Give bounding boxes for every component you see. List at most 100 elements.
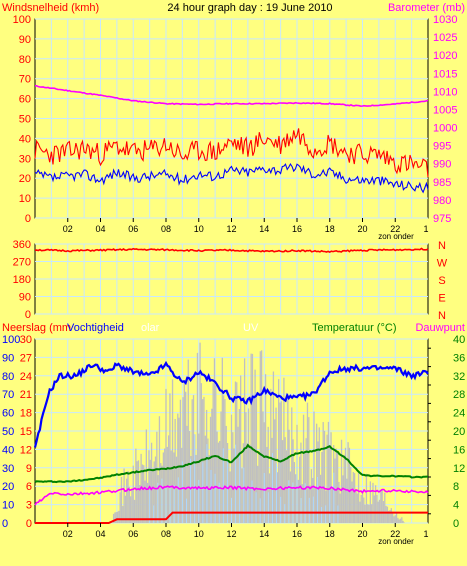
- hum-panel-xtick-label: 18: [325, 529, 335, 539]
- dewpoint-axis-title: Dauwpunt: [415, 322, 465, 334]
- temp-ytick-label: 40: [453, 334, 465, 346]
- hum-panel-sunset-label: zon onder: [378, 537, 414, 546]
- baro-ytick-label: 995: [433, 141, 451, 153]
- wind-speed-line: [34, 163, 429, 194]
- hum-panel-xtick-label: 10: [194, 529, 204, 539]
- rain-line: [35, 511, 428, 524]
- temp-ytick-label: 16: [453, 444, 465, 456]
- humidity-ytick-label: 90: [2, 352, 14, 364]
- temp-ytick-label: 0: [453, 518, 459, 530]
- uv-axis-title: UV: [243, 322, 259, 334]
- compass-label: N: [438, 310, 446, 322]
- wind-panel-xtick-label: 20: [357, 224, 367, 234]
- baro-ytick-label: 1010: [433, 86, 457, 98]
- rain-ytick-label: 6: [26, 481, 32, 493]
- baro-ytick-label: 1000: [433, 123, 457, 135]
- rain-ytick-label: 0: [26, 518, 32, 530]
- dir-ytick-label: 270: [13, 257, 31, 269]
- hum-panel-xtick-label: 1: [423, 529, 428, 539]
- humidity-ytick-label: 100: [2, 334, 20, 346]
- dir-ytick-label: 90: [19, 292, 31, 304]
- temp-ytick-label: 4: [453, 500, 459, 512]
- dir-ytick-label: 360: [13, 239, 31, 251]
- rain-ytick-label: 9: [26, 463, 32, 475]
- humidity-ytick-label: 70: [2, 389, 14, 401]
- chart-title: 24 hour graph day : 19 June 2010: [167, 2, 332, 14]
- wind-ytick-label: 100: [13, 14, 31, 26]
- compass-label: E: [438, 293, 445, 305]
- temperature-axis-title: Temperatuur (°C): [312, 322, 396, 334]
- wind-panel-sunset-label: zon onder: [378, 232, 414, 241]
- rain-ytick-label: 12: [20, 444, 32, 456]
- wind-panel-xtick-label: 04: [95, 224, 105, 234]
- rain-axis-title: Neerslag (mm: [2, 322, 71, 334]
- wind-axis-title: Windsnelheid (kmh): [2, 2, 99, 14]
- rain-ytick-label: 21: [20, 389, 32, 401]
- wind-panel-xtick-label: 02: [63, 224, 73, 234]
- hum-panel-xtick-label: 06: [128, 529, 138, 539]
- baro-ytick-label: 1030: [433, 14, 457, 26]
- humidity-ytick-label: 80: [2, 371, 14, 383]
- wind-panel-xtick-label: 10: [194, 224, 204, 234]
- wind-ytick-label: 80: [19, 54, 31, 66]
- rain-ytick-label: 24: [20, 371, 32, 383]
- hum-panel-xtick-label: 22: [390, 529, 400, 539]
- solar-axis-title: olar: [141, 322, 160, 334]
- hum-panel-xtick-label: 02: [63, 529, 73, 539]
- rain-ytick-label: 15: [20, 426, 32, 438]
- baro-ytick-label: 1005: [433, 104, 457, 116]
- humidity-ytick-label: 50: [2, 426, 14, 438]
- hum-panel-xtick-label: 14: [259, 529, 269, 539]
- temp-ytick-label: 20: [453, 426, 465, 438]
- wind-ytick-label: 20: [19, 173, 31, 185]
- humidity-ytick-label: 60: [2, 408, 14, 420]
- baro-axis-title: Barometer (mb): [388, 2, 465, 14]
- humidity-ytick-label: 10: [2, 500, 14, 512]
- wind-panel-xtick-label: 06: [128, 224, 138, 234]
- rain-ytick-label: 18: [20, 408, 32, 420]
- wind-panel-xtick-label: 22: [390, 224, 400, 234]
- baro-ytick-label: 1025: [433, 32, 457, 44]
- compass-label: N: [438, 240, 446, 252]
- wind-ytick-label: 0: [25, 213, 31, 225]
- rain-ytick-label: 27: [20, 352, 32, 364]
- compass-label: S: [438, 275, 445, 287]
- wind-panel-xtick-label: 08: [161, 224, 171, 234]
- baro-ytick-label: 1015: [433, 68, 457, 80]
- wind-direction-line: [34, 247, 429, 253]
- temperature-line: [34, 443, 428, 484]
- wind-panel-xtick-label: 14: [259, 224, 269, 234]
- wind-panel-xtick-label: 12: [226, 224, 236, 234]
- hum-panel-xtick-label: 12: [226, 529, 236, 539]
- wind-ytick-label: 30: [19, 153, 31, 165]
- humidity-line: [33, 360, 429, 448]
- temp-ytick-label: 8: [453, 481, 459, 493]
- rain-ytick-label: 30: [20, 334, 32, 346]
- wind-panel-xtick-label: 18: [325, 224, 335, 234]
- hum-panel-xtick-label: 20: [357, 529, 367, 539]
- wind-panel-xtick-label: 16: [292, 224, 302, 234]
- baro-ytick-label: 985: [433, 177, 451, 189]
- wind-ytick-label: 60: [19, 94, 31, 106]
- baro-ytick-label: 980: [433, 195, 451, 207]
- wind-panel-xtick-label: 1: [423, 224, 428, 234]
- baro-ytick-label: 975: [433, 213, 451, 225]
- dir-ytick-label: 180: [13, 274, 31, 286]
- wind-ytick-label: 50: [19, 114, 31, 126]
- baro-ytick-label: 990: [433, 159, 451, 171]
- hum-panel-xtick-label: 16: [292, 529, 302, 539]
- wind-ytick-label: 70: [19, 74, 31, 86]
- hum-panel-xtick-label: 08: [161, 529, 171, 539]
- temp-ytick-label: 32: [453, 371, 465, 383]
- wind-ytick-label: 90: [19, 34, 31, 46]
- humidity-ytick-label: 0: [2, 518, 8, 530]
- humidity-ytick-label: 30: [2, 463, 14, 475]
- wind-ytick-label: 10: [19, 193, 31, 205]
- temp-ytick-label: 24: [453, 408, 465, 420]
- humidity-axis-title: Vochtigheid: [67, 322, 124, 334]
- temp-ytick-label: 28: [453, 389, 465, 401]
- barometer-line: [35, 85, 429, 108]
- compass-label: W: [437, 258, 448, 270]
- humidity-ytick-label: 20: [2, 481, 14, 493]
